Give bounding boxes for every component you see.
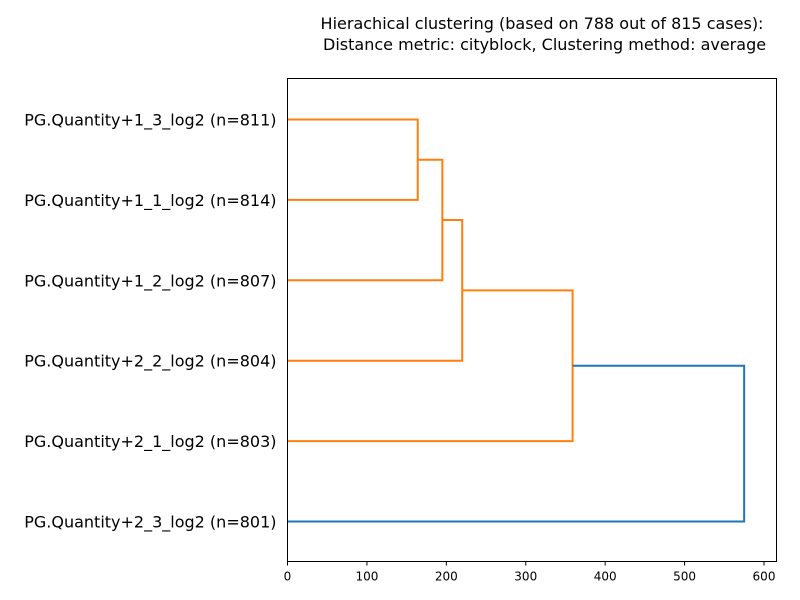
leaf-label: PG.Quantity+2_1_log2 (n=803) xyxy=(24,432,276,452)
leaf-labels: PG.Quantity+1_3_log2 (n=811) PG.Quantity+… xyxy=(24,111,276,533)
dendrogram-links xyxy=(287,118,746,523)
leaf-label: PG.Quantity+2_3_log2 (n=801) xyxy=(24,513,276,533)
axes-frame xyxy=(287,78,777,562)
title-line-1: Hierachical clustering (based on 788 out… xyxy=(321,14,764,33)
leaf-label: PG.Quantity+1_2_log2 (n=807) xyxy=(24,271,276,291)
dendrogram-link xyxy=(287,364,746,523)
dendrogram-link xyxy=(287,219,464,362)
leaf-label: PG.Quantity+1_3_log2 (n=811) xyxy=(24,111,276,131)
leaf-label: PG.Quantity+1_1_log2 (n=814) xyxy=(24,191,276,211)
x-axis: 0 100 200 300 400 500 600 xyxy=(284,561,776,584)
x-tick-label: 400 xyxy=(594,570,617,584)
leaf-label: PG.Quantity+2_2_log2 (n=804) xyxy=(24,352,276,372)
x-tick-label: 100 xyxy=(355,570,378,584)
x-tick-label: 600 xyxy=(753,570,776,584)
title-line-2: Distance metric: cityblock, Clustering m… xyxy=(318,35,766,54)
x-tick-label: 0 xyxy=(284,570,292,584)
x-tick-label: 200 xyxy=(435,570,458,584)
chart-title: Hierachical clustering (based on 788 out… xyxy=(318,14,766,54)
dendrogram-link xyxy=(287,118,419,201)
dendrogram-link xyxy=(287,289,574,443)
dendrogram-link xyxy=(287,158,444,282)
x-tick-label: 500 xyxy=(673,570,696,584)
x-tick-label: 300 xyxy=(514,570,537,584)
